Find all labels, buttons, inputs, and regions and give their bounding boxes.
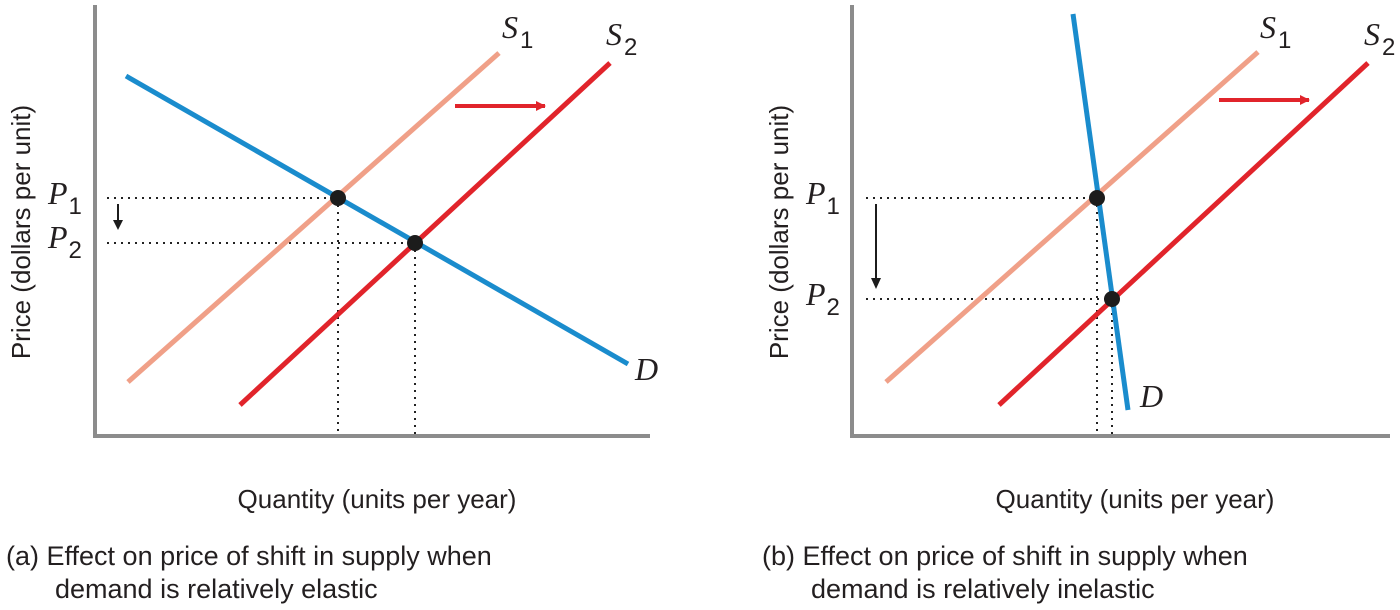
panel-b-equilibrium-1 (1089, 190, 1105, 206)
panel-a-supply-1-label: S1 (502, 9, 533, 54)
panel-b-axes (850, 5, 1390, 438)
panel-b-p1-label: P1 (805, 175, 840, 220)
panel-a-x-axis-title: Quantity (units per year) (238, 484, 517, 514)
panel-a-p2-label: P2 (47, 219, 82, 264)
panel-b-x-axis-title: Quantity (units per year) (996, 484, 1275, 514)
panel-a-caption-line-1: Effect on price of shift in supply when (46, 541, 492, 571)
panel-a-equilibrium-1 (330, 190, 346, 206)
panel-b-supply-2-label: S2 (1364, 16, 1395, 61)
panel-b: S1 S2 D P1 P2 Price (dollars per unit) Q… (764, 5, 1395, 514)
panel-a-equilibrium-2 (407, 235, 423, 251)
panel-a-caption-line-2: demand is relatively elastic (55, 574, 378, 604)
panel-a: S1 S2 D P1 P2 Price (dollars per unit) Q… (6, 5, 658, 514)
panel-b-demand-label: D (1139, 378, 1163, 414)
panel-a-axes (93, 5, 650, 438)
panel-a-supply-2-label: S2 (606, 16, 637, 61)
panel-a-p1-label: P1 (47, 175, 82, 220)
panel-b-equilibrium-2 (1104, 291, 1120, 307)
panel-b-supply-2-curve (997, 61, 1370, 407)
panel-b-p2-label: P2 (805, 276, 840, 321)
panel-a-price-drop-arrow (113, 204, 123, 230)
panel-b-caption-line-1: Effect on price of shift in supply when (802, 541, 1248, 571)
panel-b-caption: (b) Effect on price of shift in supply w… (762, 540, 1248, 606)
panel-b-caption-line-2: demand is relatively inelastic (811, 574, 1155, 604)
panel-a-demand-label: D (634, 351, 658, 387)
panel-b-demand-curve (1070, 13, 1131, 411)
panel-b-supply-1-label: S1 (1260, 9, 1291, 54)
panel-b-y-axis-title: Price (dollars per unit) (764, 105, 794, 359)
panel-a-caption-tag: (a) (6, 541, 39, 571)
panel-a-supply-1-curve (126, 51, 501, 384)
panel-a-y-axis-title: Price (dollars per unit) (6, 105, 36, 359)
panel-b-price-drop-arrow (871, 204, 881, 289)
panel-a-caption: (a) Effect on price of shift in supply w… (6, 540, 492, 606)
panel-b-supply-1-curve (884, 50, 1260, 384)
panel-a-demand-curve (124, 73, 630, 367)
panel-a-supply-2-curve (238, 61, 612, 407)
panel-b-caption-tag: (b) (762, 541, 795, 571)
